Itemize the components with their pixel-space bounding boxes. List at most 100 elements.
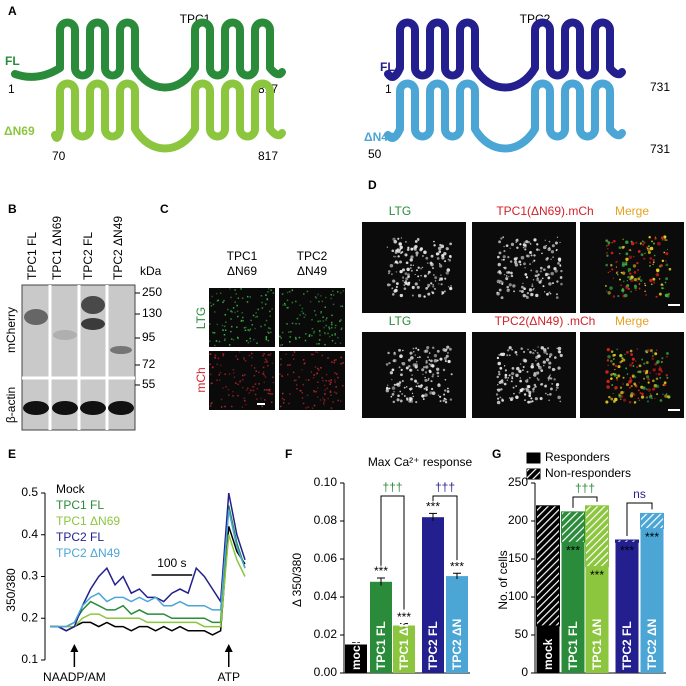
speckle	[626, 350, 629, 354]
speckle	[610, 373, 613, 376]
speckle	[515, 256, 519, 260]
speckle	[427, 356, 429, 359]
speckle	[386, 386, 388, 388]
speckle	[299, 304, 301, 307]
speckle	[515, 395, 519, 400]
speckle	[645, 294, 647, 296]
speckle	[649, 372, 652, 374]
column-label: TPC1	[227, 249, 258, 263]
speckle	[340, 328, 343, 331]
speckle	[426, 366, 428, 368]
speckle	[331, 334, 333, 336]
y-tick-label: 250	[508, 475, 528, 489]
speckle	[421, 368, 425, 372]
speckle	[251, 356, 253, 359]
speckle	[313, 404, 316, 407]
speckle	[444, 401, 448, 404]
speckle	[654, 236, 657, 238]
speckle	[398, 348, 402, 352]
speckle	[391, 386, 396, 390]
trace	[50, 526, 246, 636]
speckle	[411, 392, 414, 394]
speckle	[613, 353, 617, 357]
band	[108, 401, 134, 415]
speckle	[421, 394, 425, 398]
speckle	[500, 388, 503, 391]
speckle	[269, 310, 271, 313]
speckle	[659, 399, 663, 402]
speckle	[446, 345, 450, 349]
speckle	[402, 349, 404, 352]
speckle	[209, 353, 212, 355]
hatch-overlay	[527, 469, 540, 479]
speckle	[536, 243, 539, 246]
speckle	[634, 360, 637, 362]
significance: ***	[450, 559, 464, 573]
trace	[50, 505, 246, 628]
legend-label: Responders	[545, 450, 610, 464]
speckle	[554, 356, 557, 359]
speckle	[658, 292, 662, 296]
speckle	[237, 337, 239, 340]
speckle	[649, 246, 654, 251]
speckle	[506, 379, 509, 381]
speckle	[513, 392, 515, 395]
speckle	[330, 293, 332, 296]
speckle	[398, 366, 401, 369]
speckle	[292, 371, 295, 374]
speckle	[607, 354, 611, 359]
speckle	[626, 373, 629, 375]
speckle	[282, 402, 285, 404]
speckle	[253, 338, 255, 341]
speckle	[250, 352, 253, 355]
speckle	[336, 373, 338, 375]
speckle	[266, 297, 268, 300]
speckle	[269, 315, 272, 317]
speckle	[436, 257, 440, 260]
speckle	[652, 368, 656, 372]
speckle	[271, 362, 274, 365]
speckle	[652, 281, 656, 284]
speckle	[432, 267, 434, 270]
speckle	[391, 368, 395, 372]
speckle	[323, 384, 326, 387]
speckle	[509, 247, 511, 249]
speckle	[433, 287, 436, 290]
speckle	[504, 373, 508, 377]
speckle	[227, 394, 230, 396]
speckle	[330, 326, 333, 329]
speckle	[286, 307, 289, 309]
speckle	[450, 288, 452, 290]
speckle	[503, 258, 505, 261]
speckle	[243, 397, 246, 400]
y-tick-label: 200	[508, 513, 528, 527]
speckle	[267, 354, 270, 356]
speckle	[423, 295, 426, 298]
speckle	[330, 323, 333, 326]
speckle	[410, 264, 412, 267]
speckle	[332, 303, 335, 306]
speckle	[523, 262, 526, 266]
marker-label: 130	[142, 306, 162, 320]
speckle	[328, 335, 331, 338]
speckle	[265, 337, 268, 339]
speckle	[414, 273, 416, 276]
speckle	[665, 260, 667, 262]
speckle	[398, 242, 402, 246]
speckle	[516, 366, 520, 371]
speckle	[219, 292, 222, 294]
speckle	[559, 400, 562, 403]
speckle	[279, 405, 282, 408]
speckle	[430, 254, 434, 258]
speckle	[533, 386, 536, 389]
speckle	[258, 383, 260, 385]
speckle	[321, 397, 324, 399]
speckle	[279, 373, 281, 375]
speckle	[499, 396, 502, 399]
speckle	[497, 262, 501, 267]
speckle	[496, 291, 500, 296]
speckle	[427, 270, 431, 274]
speckle	[528, 392, 532, 396]
speckle	[280, 358, 282, 360]
speckle	[293, 358, 295, 360]
